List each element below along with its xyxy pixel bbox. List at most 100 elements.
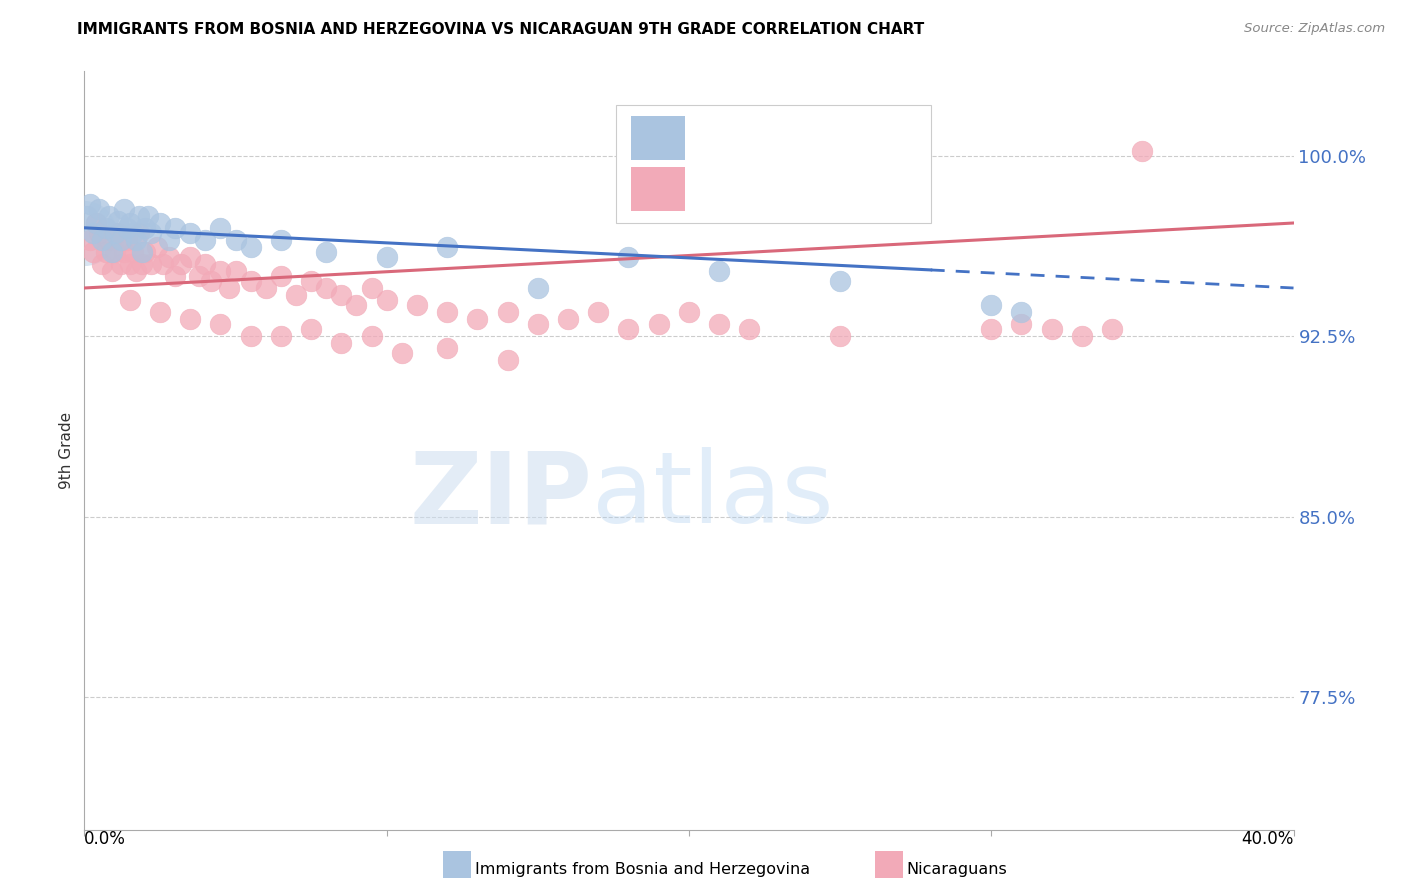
Point xyxy=(118,257,141,271)
Point xyxy=(152,257,174,271)
Point xyxy=(436,341,458,355)
Text: -0.180: -0.180 xyxy=(755,129,818,147)
Point xyxy=(1101,322,1123,336)
Text: Immigrants from Bosnia and Herzegovina: Immigrants from Bosnia and Herzegovina xyxy=(475,863,810,877)
Point xyxy=(165,220,187,235)
Point xyxy=(82,244,104,259)
Point xyxy=(678,305,700,319)
Point xyxy=(94,244,117,259)
Text: R =: R = xyxy=(697,181,741,199)
Point xyxy=(830,329,852,343)
Point xyxy=(115,233,138,247)
Point xyxy=(91,233,114,247)
Point xyxy=(648,317,671,331)
Point xyxy=(496,305,519,319)
Point xyxy=(104,226,127,240)
Text: IMMIGRANTS FROM BOSNIA AND HERZEGOVINA VS NICARAGUAN 9TH GRADE CORRELATION CHART: IMMIGRANTS FROM BOSNIA AND HERZEGOVINA V… xyxy=(77,22,925,37)
Point xyxy=(121,244,143,259)
Text: Source: ZipAtlas.com: Source: ZipAtlas.com xyxy=(1244,22,1385,36)
Point xyxy=(118,216,141,230)
Point xyxy=(100,264,122,278)
Point xyxy=(375,250,398,264)
Point xyxy=(588,305,610,319)
FancyBboxPatch shape xyxy=(631,168,685,211)
Point xyxy=(107,226,129,240)
Text: 0.0%: 0.0% xyxy=(84,830,127,847)
Point xyxy=(346,298,368,312)
Point xyxy=(557,312,579,326)
Point xyxy=(709,264,731,278)
Point xyxy=(73,226,96,240)
Point xyxy=(179,226,201,240)
Text: N =: N = xyxy=(849,129,887,147)
Point xyxy=(82,226,104,240)
Point xyxy=(165,268,187,283)
Point xyxy=(360,281,382,295)
Point xyxy=(1130,144,1153,158)
Point xyxy=(131,257,153,271)
Point xyxy=(118,293,141,307)
Point xyxy=(1011,305,1033,319)
Point xyxy=(436,240,458,254)
Point xyxy=(97,233,120,247)
Point xyxy=(179,250,201,264)
Point xyxy=(112,244,135,259)
Point xyxy=(170,257,193,271)
Point xyxy=(194,233,217,247)
Text: Nicaraguans: Nicaraguans xyxy=(907,863,1008,877)
Point xyxy=(467,312,489,326)
Point xyxy=(285,288,308,302)
Point xyxy=(94,220,117,235)
Point xyxy=(299,274,322,288)
Text: 40: 40 xyxy=(903,129,927,147)
Point xyxy=(360,329,382,343)
Point xyxy=(709,317,731,331)
Point xyxy=(254,281,277,295)
Point xyxy=(617,322,640,336)
Point xyxy=(79,233,101,247)
Point xyxy=(738,322,761,336)
Point xyxy=(239,329,262,343)
Point xyxy=(110,233,132,247)
Point xyxy=(139,257,162,271)
Point xyxy=(149,216,172,230)
Text: 40.0%: 40.0% xyxy=(1241,830,1294,847)
Point xyxy=(330,288,353,302)
Point xyxy=(157,233,180,247)
Point xyxy=(617,250,640,264)
Point xyxy=(97,209,120,223)
Point xyxy=(830,274,852,288)
Point xyxy=(1071,329,1094,343)
Text: 0.168: 0.168 xyxy=(755,181,810,199)
Point xyxy=(239,274,262,288)
Point xyxy=(104,244,127,259)
Point xyxy=(112,202,135,216)
Point xyxy=(136,209,159,223)
Point xyxy=(1040,322,1063,336)
Text: atlas: atlas xyxy=(592,448,834,544)
Point xyxy=(146,240,169,254)
Point xyxy=(209,317,232,331)
Point xyxy=(209,264,232,278)
Point xyxy=(139,226,162,240)
Point xyxy=(330,336,353,351)
Text: 73: 73 xyxy=(903,181,927,199)
Point xyxy=(149,305,172,319)
Point xyxy=(270,233,292,247)
Point xyxy=(436,305,458,319)
Point xyxy=(125,233,148,247)
Point xyxy=(86,216,108,230)
Point xyxy=(270,329,292,343)
Point xyxy=(86,216,108,230)
Text: R =: R = xyxy=(697,129,735,147)
Point xyxy=(218,281,240,295)
Point xyxy=(391,346,413,360)
Point xyxy=(100,244,122,259)
Point xyxy=(91,257,114,271)
Point xyxy=(980,322,1002,336)
Point xyxy=(131,244,153,259)
Point xyxy=(299,322,322,336)
FancyBboxPatch shape xyxy=(631,116,685,160)
Point xyxy=(79,196,101,211)
Point xyxy=(239,240,262,254)
